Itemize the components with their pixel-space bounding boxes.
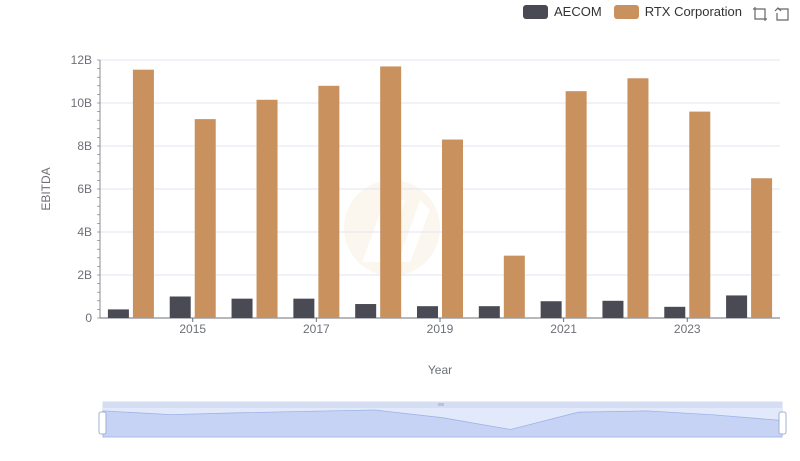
bar-aecom-2022[interactable]	[602, 300, 624, 318]
y-axis-tick-labels: 0 2B 4B 6B 8B 10B 12B	[71, 53, 93, 325]
bar-rtx-corporation-2024[interactable]	[751, 178, 773, 318]
x-axis: 2015 2017 2019 2021 2023	[100, 317, 780, 336]
y-tick-label: 2B	[77, 268, 92, 282]
y-axis-title: EBITDA	[39, 167, 53, 210]
bar-rtx-corporation-2018[interactable]	[380, 66, 402, 318]
bar-aecom-2016[interactable]	[231, 298, 253, 318]
y-tick-label: 0	[85, 311, 92, 325]
x-axis-title: Year	[428, 363, 452, 377]
data-zoom-preview-area	[102, 409, 783, 438]
bar-rtx-corporation-2019[interactable]	[442, 139, 463, 318]
legend: AECOM RTX Corporation	[523, 4, 742, 19]
bar-aecom-2017[interactable]	[293, 298, 315, 318]
zoom-icon[interactable]	[752, 6, 768, 22]
legend-label-aecom: AECOM	[554, 4, 602, 19]
legend-swatch-aecom	[523, 4, 549, 19]
toolbox	[752, 6, 790, 22]
data-zoom-grip-icon	[438, 403, 444, 406]
bar-rtx-corporation-2020[interactable]	[503, 255, 525, 318]
legend-label-rtx: RTX Corporation	[644, 4, 742, 19]
y-tick-label: 4B	[77, 225, 92, 239]
bar-rtx-corporation-2014[interactable]	[132, 69, 154, 318]
y-tick-label: 6B	[77, 182, 92, 196]
x-tick-label: 2017	[303, 322, 330, 336]
bar-aecom-2024[interactable]	[726, 295, 748, 318]
y-tick-label: 8B	[77, 139, 92, 153]
bar-aecom-2020[interactable]	[478, 306, 500, 318]
bar-rtx-corporation-2021[interactable]	[565, 91, 587, 318]
legend-item-rtx[interactable]: RTX Corporation	[613, 4, 742, 19]
x-tick-label: 2021	[550, 322, 577, 336]
y-tick-label: 10B	[71, 96, 92, 110]
bar-rtx-corporation-2017[interactable]	[318, 85, 340, 318]
bar-rtx-corporation-2022[interactable]	[627, 78, 649, 319]
bar-aecom-2019[interactable]	[417, 306, 438, 318]
x-tick-label: 2023	[674, 322, 701, 336]
bars	[107, 66, 773, 319]
data-zoom-left-handle[interactable]	[98, 411, 107, 435]
bar-rtx-corporation-2016[interactable]	[256, 99, 278, 319]
bar-aecom-2023[interactable]	[664, 306, 686, 318]
bar-aecom-2018[interactable]	[355, 304, 377, 318]
data-zoom-right-handle[interactable]	[778, 411, 787, 435]
bar-aecom-2015[interactable]	[169, 296, 191, 319]
x-tick-label: 2015	[179, 322, 206, 336]
x-tick-label: 2019	[427, 322, 454, 336]
legend-swatch-rtx	[613, 4, 639, 19]
bar-aecom-2014[interactable]	[107, 309, 129, 318]
legend-item-aecom[interactable]: AECOM	[523, 4, 602, 19]
bar-rtx-corporation-2015[interactable]	[194, 119, 216, 318]
y-tick-label: 12B	[71, 53, 92, 67]
restore-icon[interactable]	[774, 6, 790, 22]
data-zoom-top-bar[interactable]	[103, 402, 782, 408]
data-zoom-slider[interactable]	[98, 401, 787, 438]
bar-aecom-2021[interactable]	[540, 301, 562, 318]
bar-rtx-corporation-2023[interactable]	[689, 111, 711, 318]
